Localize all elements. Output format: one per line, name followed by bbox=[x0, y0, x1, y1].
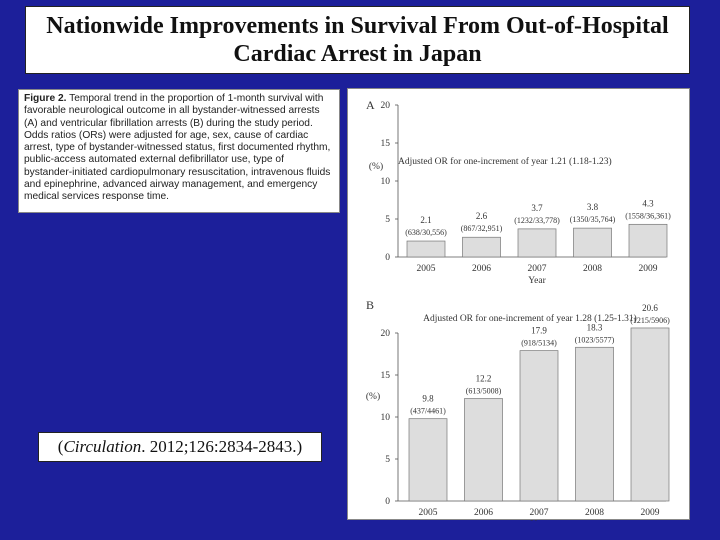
value-label-b-2005: 9.8 bbox=[422, 394, 434, 404]
citation-journal: Circulation bbox=[63, 437, 142, 456]
annotation-a: Adjusted OR for one-increment of year 1.… bbox=[398, 156, 612, 167]
count-label-b-2007: (918/5134) bbox=[521, 339, 557, 348]
value-label-b-2009: 20.6 bbox=[642, 303, 658, 313]
y-tick-label-a: 15 bbox=[381, 139, 391, 149]
panel-label-b: B bbox=[366, 298, 374, 312]
chart-svg: A 0 5 10 15 20 (%) Adjusted OR for one-incremen… bbox=[366, 98, 671, 521]
y-tick-label-b: 15 bbox=[381, 371, 391, 381]
bar-a-2005 bbox=[406, 240, 446, 258]
bar-a-2008 bbox=[573, 227, 612, 258]
count-label-a-2005: (638/30,556) bbox=[405, 228, 447, 237]
count-label-a-2007: (1232/33,778) bbox=[514, 216, 560, 225]
caption-label: Figure 2. bbox=[24, 93, 67, 104]
figure-caption: Figure 2. Temporal trend in the proporti… bbox=[18, 89, 340, 213]
count-label-b-2009: (1215/5906) bbox=[630, 316, 670, 325]
value-label-a-2006: 2.6 bbox=[476, 211, 488, 221]
caption-text: Temporal trend in the proportion of 1-mo… bbox=[24, 93, 331, 203]
x-axis-label-a: Year bbox=[528, 276, 546, 286]
y-axis-label-b: (%) bbox=[366, 391, 380, 402]
value-label-b-2008: 18.3 bbox=[587, 322, 603, 332]
y-tick-label-b: 5 bbox=[385, 455, 390, 465]
bar-a-2007 bbox=[517, 228, 557, 258]
annotation-b: Adjusted OR for one-increment of year 1.… bbox=[423, 313, 637, 324]
value-label-a-2005: 2.1 bbox=[420, 215, 431, 225]
y-tick-label-a: 0 bbox=[385, 253, 390, 263]
bar-b-2006 bbox=[464, 398, 503, 502]
bar-b-2009 bbox=[630, 327, 670, 502]
bar-b-2007 bbox=[519, 350, 559, 502]
bar-b-2005 bbox=[408, 418, 448, 502]
slide-title: Nationwide Improvements in Survival From… bbox=[25, 6, 690, 74]
count-label-a-2009: (1558/36,361) bbox=[625, 211, 671, 220]
value-label-a-2008: 3.8 bbox=[587, 202, 599, 212]
count-label-b-2005: (437/4461) bbox=[410, 407, 446, 416]
x-tick-label-a-2009: 2009 bbox=[639, 264, 658, 274]
count-label-a-2006: (867/32,951) bbox=[461, 224, 503, 233]
bar-a-2009 bbox=[628, 223, 668, 258]
y-tick-label-b: 10 bbox=[381, 413, 391, 423]
value-label-a-2007: 3.7 bbox=[531, 203, 543, 213]
x-tick-label-a-2008: 2008 bbox=[583, 264, 602, 274]
value-label-a-2009: 4.3 bbox=[642, 198, 654, 208]
x-tick-label-b-2009: 2009 bbox=[641, 508, 660, 518]
bar-b-2008 bbox=[575, 346, 614, 502]
bar-a-2006 bbox=[462, 236, 501, 258]
value-label-b-2007: 17.9 bbox=[531, 326, 547, 336]
count-label-a-2008: (1350/35,764) bbox=[570, 215, 616, 224]
x-tick-label-a-2006: 2006 bbox=[472, 264, 491, 274]
x-axis-label-b: Year bbox=[530, 520, 548, 521]
y-tick-label-b: 20 bbox=[381, 329, 391, 339]
x-tick-label-b-2007: 2007 bbox=[530, 508, 549, 518]
y-tick-label-a: 20 bbox=[381, 101, 391, 111]
citation-open: ( bbox=[57, 437, 64, 456]
x-tick-label-a-2007: 2007 bbox=[528, 264, 547, 274]
count-label-b-2008: (1023/5577) bbox=[575, 335, 615, 344]
citation-rest: . 2012;126:2834-2843.) bbox=[141, 437, 303, 456]
citation: (Circulation. 2012;126:2834-2843.) bbox=[38, 432, 322, 462]
x-tick-label-b-2006: 2006 bbox=[474, 508, 493, 518]
y-axis-label-a: (%) bbox=[369, 161, 383, 172]
x-tick-label-b-2005: 2005 bbox=[419, 508, 438, 518]
title-line-1: Nationwide Improvements in Survival From… bbox=[46, 13, 669, 39]
title-line-2: Cardiac Arrest in Japan bbox=[233, 41, 482, 67]
y-tick-label-a: 5 bbox=[385, 215, 390, 225]
panel-label-a: A bbox=[366, 98, 375, 112]
count-label-b-2006: (613/5008) bbox=[466, 387, 502, 396]
x-tick-label-b-2008: 2008 bbox=[585, 508, 604, 518]
x-tick-label-a-2005: 2005 bbox=[417, 264, 436, 274]
y-tick-label-a: 10 bbox=[381, 177, 391, 187]
chart-panel: A 0 5 10 15 20 (%) Adjusted OR for one-incremen… bbox=[347, 88, 690, 521]
value-label-b-2006: 12.2 bbox=[476, 374, 492, 384]
y-tick-label-b: 0 bbox=[385, 497, 390, 507]
